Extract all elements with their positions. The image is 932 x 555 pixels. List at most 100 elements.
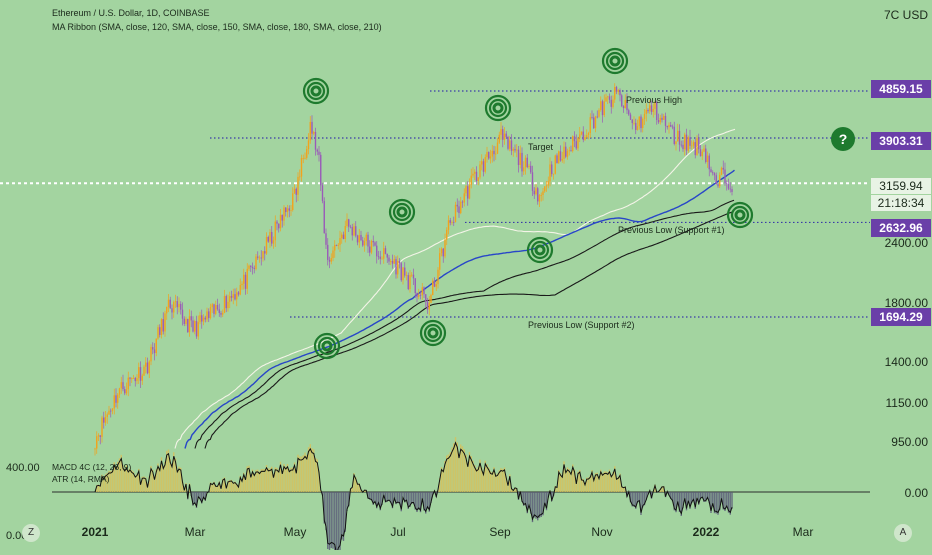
candle [584,137,585,140]
candle [192,320,193,331]
currency-code: USD [903,8,928,22]
candle [502,129,503,140]
macd-bar [147,487,148,492]
candle [217,305,218,309]
candle [381,259,382,260]
candle [138,367,139,378]
candle [210,307,211,318]
candle [520,153,521,165]
candle [462,202,463,203]
candle [355,226,356,235]
candle [530,166,531,173]
candle [719,175,720,186]
candle [423,287,424,294]
candle [689,137,690,145]
candle [707,156,708,162]
candle [208,311,209,318]
macd-bar [721,492,722,499]
target-markers: ? [304,49,855,358]
macd-bar [565,470,566,492]
candle [243,275,244,284]
macd-bar [296,471,297,492]
macd-bar [462,446,463,492]
macd-bar [154,478,155,492]
candle [383,248,384,258]
candle [320,155,321,185]
candle [686,135,687,151]
candle [451,222,452,223]
candle [346,219,347,226]
auto-scale-button-left[interactable]: Z [22,524,40,542]
candle [490,157,491,159]
candle [623,106,624,108]
macd-bar [285,467,286,492]
candle [362,240,363,245]
candle [698,138,699,149]
macd-bar [329,492,330,550]
candle [115,395,116,402]
candle [537,188,538,201]
candle [593,117,594,128]
macd-bar [458,454,459,492]
price-tag-support1: 2632.96 [871,219,931,237]
candle [640,117,641,129]
candle [357,236,358,243]
candle [161,319,162,335]
macd-bar [194,492,195,504]
macd-bar [602,473,603,492]
macd-bar [544,492,545,504]
macd-bar [478,467,479,492]
candle [140,367,141,381]
currency-label[interactable]: 7C USD [884,8,928,22]
ma-line-210 [205,212,734,449]
candle [493,151,494,154]
candle [184,319,185,324]
candle [264,251,265,253]
candle [378,256,379,257]
candle [166,307,167,313]
candle [653,109,654,112]
candle [581,132,582,135]
macd-bar [128,470,129,492]
price-tick-1150: 1150.00 [886,396,929,410]
candle [236,292,237,299]
candle [336,245,337,246]
candle [474,172,475,174]
candle [688,137,689,150]
candle [297,177,298,195]
candle [420,295,421,296]
candle [402,268,403,281]
candle [432,281,433,295]
macd-bar [310,444,311,492]
time-label-mar-2022: Mar [793,525,814,539]
candle [721,168,722,175]
auto-scale-button-right[interactable]: A [894,524,912,542]
candle [633,123,634,124]
candle [194,321,195,332]
target-marker-icon [607,53,623,69]
candle [206,311,207,319]
candle [213,304,214,314]
candle [726,183,727,184]
candle [567,151,568,157]
candle [129,378,130,379]
candle [359,235,360,242]
candle [290,210,291,211]
candle [149,361,150,373]
candle [101,418,102,437]
price-tag-current: 3159.94 [871,178,931,194]
candle [203,318,204,322]
candle [716,175,717,184]
price-tick-2400: 2400.00 [885,236,928,250]
candle [198,322,199,336]
candle [240,285,241,294]
candle [185,319,186,324]
candle [457,205,458,207]
candle [408,275,409,289]
candle [693,142,694,145]
macd-bar [315,458,316,492]
candle [434,281,435,287]
macd-bar [135,475,136,492]
